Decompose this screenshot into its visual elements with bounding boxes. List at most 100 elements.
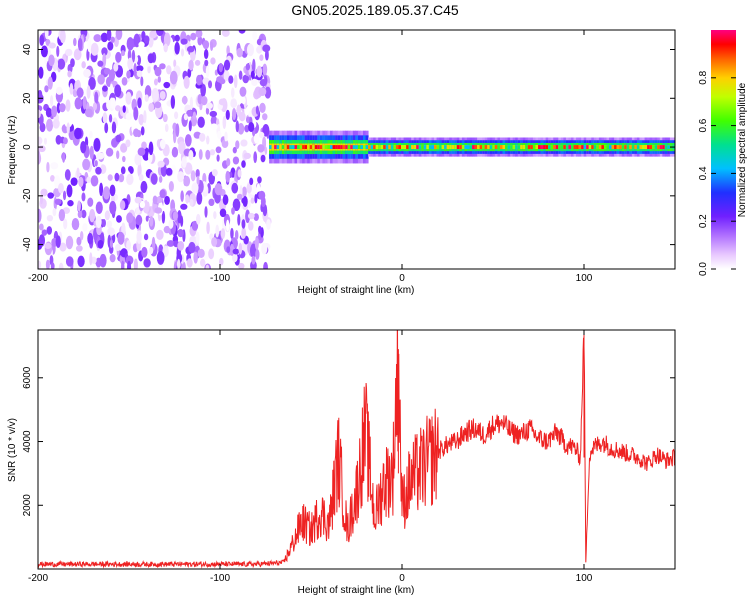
- signal-core-cell: [446, 145, 450, 150]
- noise-speckle: [116, 215, 122, 223]
- noise-speckle: [226, 219, 230, 232]
- noise-speckle: [43, 137, 48, 145]
- noise-speckle: [57, 183, 64, 194]
- noise-speckle: [177, 171, 185, 183]
- noise-speckle: [64, 169, 71, 181]
- noise-speckle: [256, 45, 263, 54]
- noise-speckle: [251, 78, 258, 87]
- noise-speckle: [219, 257, 224, 266]
- noise-speckle: [219, 78, 226, 85]
- noise-speckle: [252, 31, 258, 41]
- signal-core-cell: [362, 145, 367, 150]
- noise-speckle: [154, 101, 162, 109]
- snr-series-line: [38, 330, 675, 569]
- noise-speckle: [73, 48, 82, 61]
- noise-speckle: [71, 217, 80, 231]
- noise-speckle: [263, 261, 268, 269]
- noise-speckle: [246, 43, 255, 57]
- signal-core-cell: [479, 145, 483, 150]
- noise-speckle: [168, 181, 174, 192]
- x-tick-label: 0: [399, 573, 405, 584]
- noise-speckle: [198, 149, 203, 160]
- signal-core-cell: [413, 145, 417, 150]
- noise-speckle: [58, 262, 64, 269]
- noise-speckle: [195, 168, 200, 179]
- noise-speckle: [206, 221, 210, 235]
- noise-speckle: [44, 85, 49, 93]
- noise-speckle: [211, 169, 218, 177]
- signal-core-cell: [517, 145, 521, 150]
- signal-core-cell: [322, 145, 326, 150]
- signal-core-cell: [319, 145, 323, 150]
- noise-speckle: [95, 166, 102, 175]
- noise-speckle: [251, 255, 256, 265]
- noise-speckle: [149, 246, 154, 255]
- noise-speckle: [260, 154, 266, 163]
- noise-speckle: [189, 96, 193, 111]
- noise-speckle: [156, 139, 161, 148]
- top-y-ticks: -40 -20 0 20 40: [22, 44, 675, 252]
- signal-core-cell: [281, 145, 285, 150]
- noise-speckle: [248, 221, 254, 231]
- noise-speckle: [172, 211, 178, 221]
- noise-speckle: [250, 70, 255, 79]
- noise-speckle: [74, 97, 82, 110]
- noise-speckle: [154, 66, 162, 77]
- signal-core-cell: [593, 145, 597, 150]
- signal-core-cell: [271, 145, 275, 150]
- noise-speckle: [231, 253, 238, 263]
- noise-speckle: [114, 84, 122, 98]
- noise-speckle: [59, 30, 66, 44]
- noise-speckle: [228, 75, 234, 84]
- noise-speckle: [156, 250, 165, 265]
- signal-core-cell: [312, 145, 316, 150]
- noise-speckle: [188, 59, 194, 71]
- noise-speckle: [109, 239, 114, 249]
- y-tick-label: -20: [22, 188, 33, 203]
- noise-speckle: [208, 198, 215, 207]
- signal-core-cell: [434, 145, 438, 150]
- noise-speckle: [205, 149, 211, 160]
- noise-speckle: [210, 123, 218, 131]
- noise-speckle: [38, 145, 46, 153]
- noise-speckle: [50, 262, 55, 269]
- noise-speckle: [82, 96, 87, 110]
- signal-core-cell: [657, 145, 661, 150]
- noise-speckle: [100, 32, 109, 43]
- noise-speckle: [46, 214, 54, 222]
- signal-core-cell: [573, 145, 577, 150]
- noise-speckle: [189, 199, 194, 207]
- noise-speckle: [144, 35, 150, 44]
- noise-speckle: [176, 258, 181, 269]
- noise-speckle: [174, 111, 179, 120]
- noise-speckle: [232, 156, 240, 165]
- noise-speckle: [209, 110, 218, 118]
- signal-core-cell: [555, 145, 559, 150]
- noise-speckle: [252, 58, 256, 73]
- noise-speckle: [230, 87, 235, 98]
- signal-core-cell: [664, 145, 668, 150]
- noise-speckle: [262, 63, 268, 76]
- noise-speckle: [55, 86, 63, 95]
- signal-core-cell: [431, 145, 435, 150]
- noise-speckle: [125, 139, 131, 148]
- noise-speckle: [200, 95, 208, 106]
- noise-speckle: [136, 70, 143, 78]
- noise-speckle: [218, 98, 227, 106]
- noise-speckle: [106, 30, 112, 41]
- noise-speckle: [184, 134, 192, 147]
- noise-speckle: [126, 240, 131, 251]
- noise-speckle: [110, 195, 116, 203]
- signal-core-cell: [403, 145, 407, 150]
- noise-speckle: [245, 63, 251, 71]
- noise-speckle: [214, 183, 223, 196]
- noise-speckle: [113, 63, 119, 72]
- signal-core-cell: [274, 145, 278, 150]
- noise-speckle: [231, 182, 239, 194]
- signal-core-cell: [330, 145, 334, 150]
- noise-speckle: [230, 99, 238, 109]
- noise-speckle: [97, 60, 104, 67]
- signal-core-cell: [357, 145, 361, 150]
- noise-speckle: [149, 30, 158, 39]
- noise-speckle: [82, 158, 91, 171]
